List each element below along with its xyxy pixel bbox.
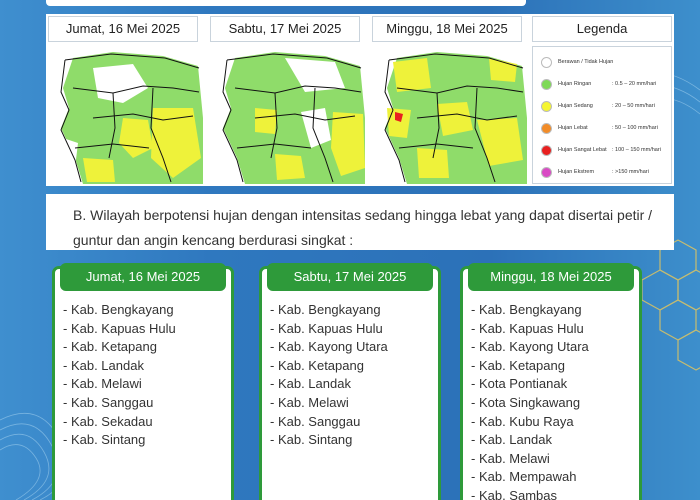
list-item: - Kab. Bengkayang [63, 302, 174, 317]
region-list: - Kab. Bengkayang - Kab. Kapuas Hulu - Kab… [270, 301, 388, 450]
list-item: - Kab. Kubu Raya [471, 413, 574, 429]
list-date-header: Sabtu, 17 Mei 2025 [267, 263, 433, 291]
legend-item: Hujan Sedang : 20 – 50 mm/hari [541, 99, 655, 113]
legend-range: : >150 mm/hari [612, 169, 649, 175]
list-item: - Kab. Landak [471, 432, 552, 448]
legend-label: Hujan Ringan [558, 81, 592, 87]
map-date-title: Jumat, 16 Mei 2025 [48, 16, 198, 42]
region-list-sunday: Minggu, 18 Mei 2025 - Kab. Bengkayang - K… [460, 263, 642, 500]
map-panel-friday: Jumat, 16 Mei 2025 [48, 16, 203, 184]
list-item: - Kab. Melawi [471, 450, 550, 466]
rainfall-map-saturday [215, 48, 365, 184]
list-item: - Kab. Sintang [270, 432, 353, 448]
legend-item: Hujan Ringan : 0.5 – 20 mm/hari [541, 77, 656, 91]
list-date-header: Minggu, 18 Mei 2025 [468, 263, 634, 291]
list-item: - Kab. Sintang [63, 432, 146, 448]
list-item: - Kota Singkawang [471, 394, 581, 410]
rainfall-map-sunday [377, 48, 527, 184]
legend-label: Berawan / Tidak Hujan [558, 59, 614, 65]
legend-item: Hujan Lebat : 50 – 100 mm/hari [541, 121, 658, 135]
region-list-saturday: Sabtu, 17 Mei 2025 - Kab. Bengkayang - Ka… [259, 263, 441, 500]
list-item: - Kab. Landak [270, 376, 351, 392]
list-item: - Kab. Kapuas Hulu [270, 320, 383, 336]
legend-label: Hujan Ekstrem [558, 169, 595, 175]
map-date-title: Minggu, 18 Mei 2025 [372, 16, 522, 42]
legend-swatch [541, 144, 552, 156]
list-item: - Kab. Kayong Utara [270, 339, 388, 355]
map-panel-saturday: Sabtu, 17 Mei 2025 [210, 16, 365, 184]
legend-swatch [541, 56, 552, 68]
list-item: - Kab. Bengkayang [471, 302, 582, 317]
rainfall-map-friday [53, 48, 203, 184]
legend-range: : 20 – 50 mm/hari [612, 103, 655, 109]
list-item: - Kota Pontianak [471, 376, 568, 392]
legend-label: Hujan Sangat Lebat [558, 147, 607, 153]
list-item: - Kab. Sambas [471, 487, 557, 500]
list-item: - Kab. Sekadau [63, 413, 153, 429]
list-item: - Kab. Ketapang [471, 357, 565, 373]
list-item: - Kab. Ketapang [270, 357, 364, 373]
legend-swatch [541, 122, 552, 134]
legend-swatch [541, 78, 552, 90]
legend-item: Berawan / Tidak Hujan [541, 55, 613, 69]
legend-label: Hujan Sedang [558, 103, 593, 109]
legend-range: : 0.5 – 20 mm/hari [612, 81, 657, 87]
legend-item: Hujan Sangat Lebat : 100 – 150 mm/hari [541, 143, 661, 157]
list-item: - Kab. Sanggau [63, 394, 154, 410]
top-strip [46, 0, 526, 6]
section-b-text: B. Wilayah berpotensi hujan dengan inten… [73, 207, 653, 248]
legend-title: Legenda [532, 16, 672, 42]
section-b-description: B. Wilayah berpotensi hujan dengan inten… [46, 194, 674, 250]
legend-swatch [541, 100, 552, 112]
legend-swatch [541, 166, 552, 178]
list-item: - Kab. Melawi [270, 394, 349, 410]
list-item: - Kab. Kayong Utara [471, 339, 589, 355]
map-panel-sunday: Minggu, 18 Mei 2025 [372, 16, 527, 184]
list-date-header: Jumat, 16 Mei 2025 [60, 263, 226, 291]
legend-item: Hujan Ekstrem : >150 mm/hari [541, 165, 649, 179]
forecast-map-card: Jumat, 16 Mei 2025 [46, 14, 674, 186]
legend-range: : 50 – 100 mm/hari [612, 125, 658, 131]
region-list: - Kab. Bengkayang - Kab. Kapuas Hulu - Kab… [63, 301, 176, 450]
list-item: - Kab. Ketapang [63, 339, 157, 355]
legend-range: : 100 – 150 mm/hari [612, 147, 661, 153]
list-item: - Kab. Bengkayang [270, 302, 381, 317]
legend-panel: Legenda Berawan / Tidak Hujan Hujan Ring… [532, 16, 672, 184]
list-item: - Kab. Melawi [63, 376, 142, 392]
list-item: - Kab. Landak [63, 357, 144, 373]
list-item: - Kab. Kapuas Hulu [471, 320, 584, 336]
region-list-friday: Jumat, 16 Mei 2025 - Kab. Bengkayang - Ka… [52, 263, 234, 500]
map-date-title: Sabtu, 17 Mei 2025 [210, 16, 360, 42]
legend-box: Berawan / Tidak Hujan Hujan Ringan : 0.5… [532, 46, 672, 184]
list-item: - Kab. Kapuas Hulu [63, 320, 176, 336]
legend-label: Hujan Lebat [558, 125, 588, 131]
list-item: - Kab. Mempawah [471, 469, 577, 485]
region-list: - Kab. Bengkayang - Kab. Kapuas Hulu - Kab… [471, 301, 589, 500]
list-item: - Kab. Sanggau [270, 413, 361, 429]
